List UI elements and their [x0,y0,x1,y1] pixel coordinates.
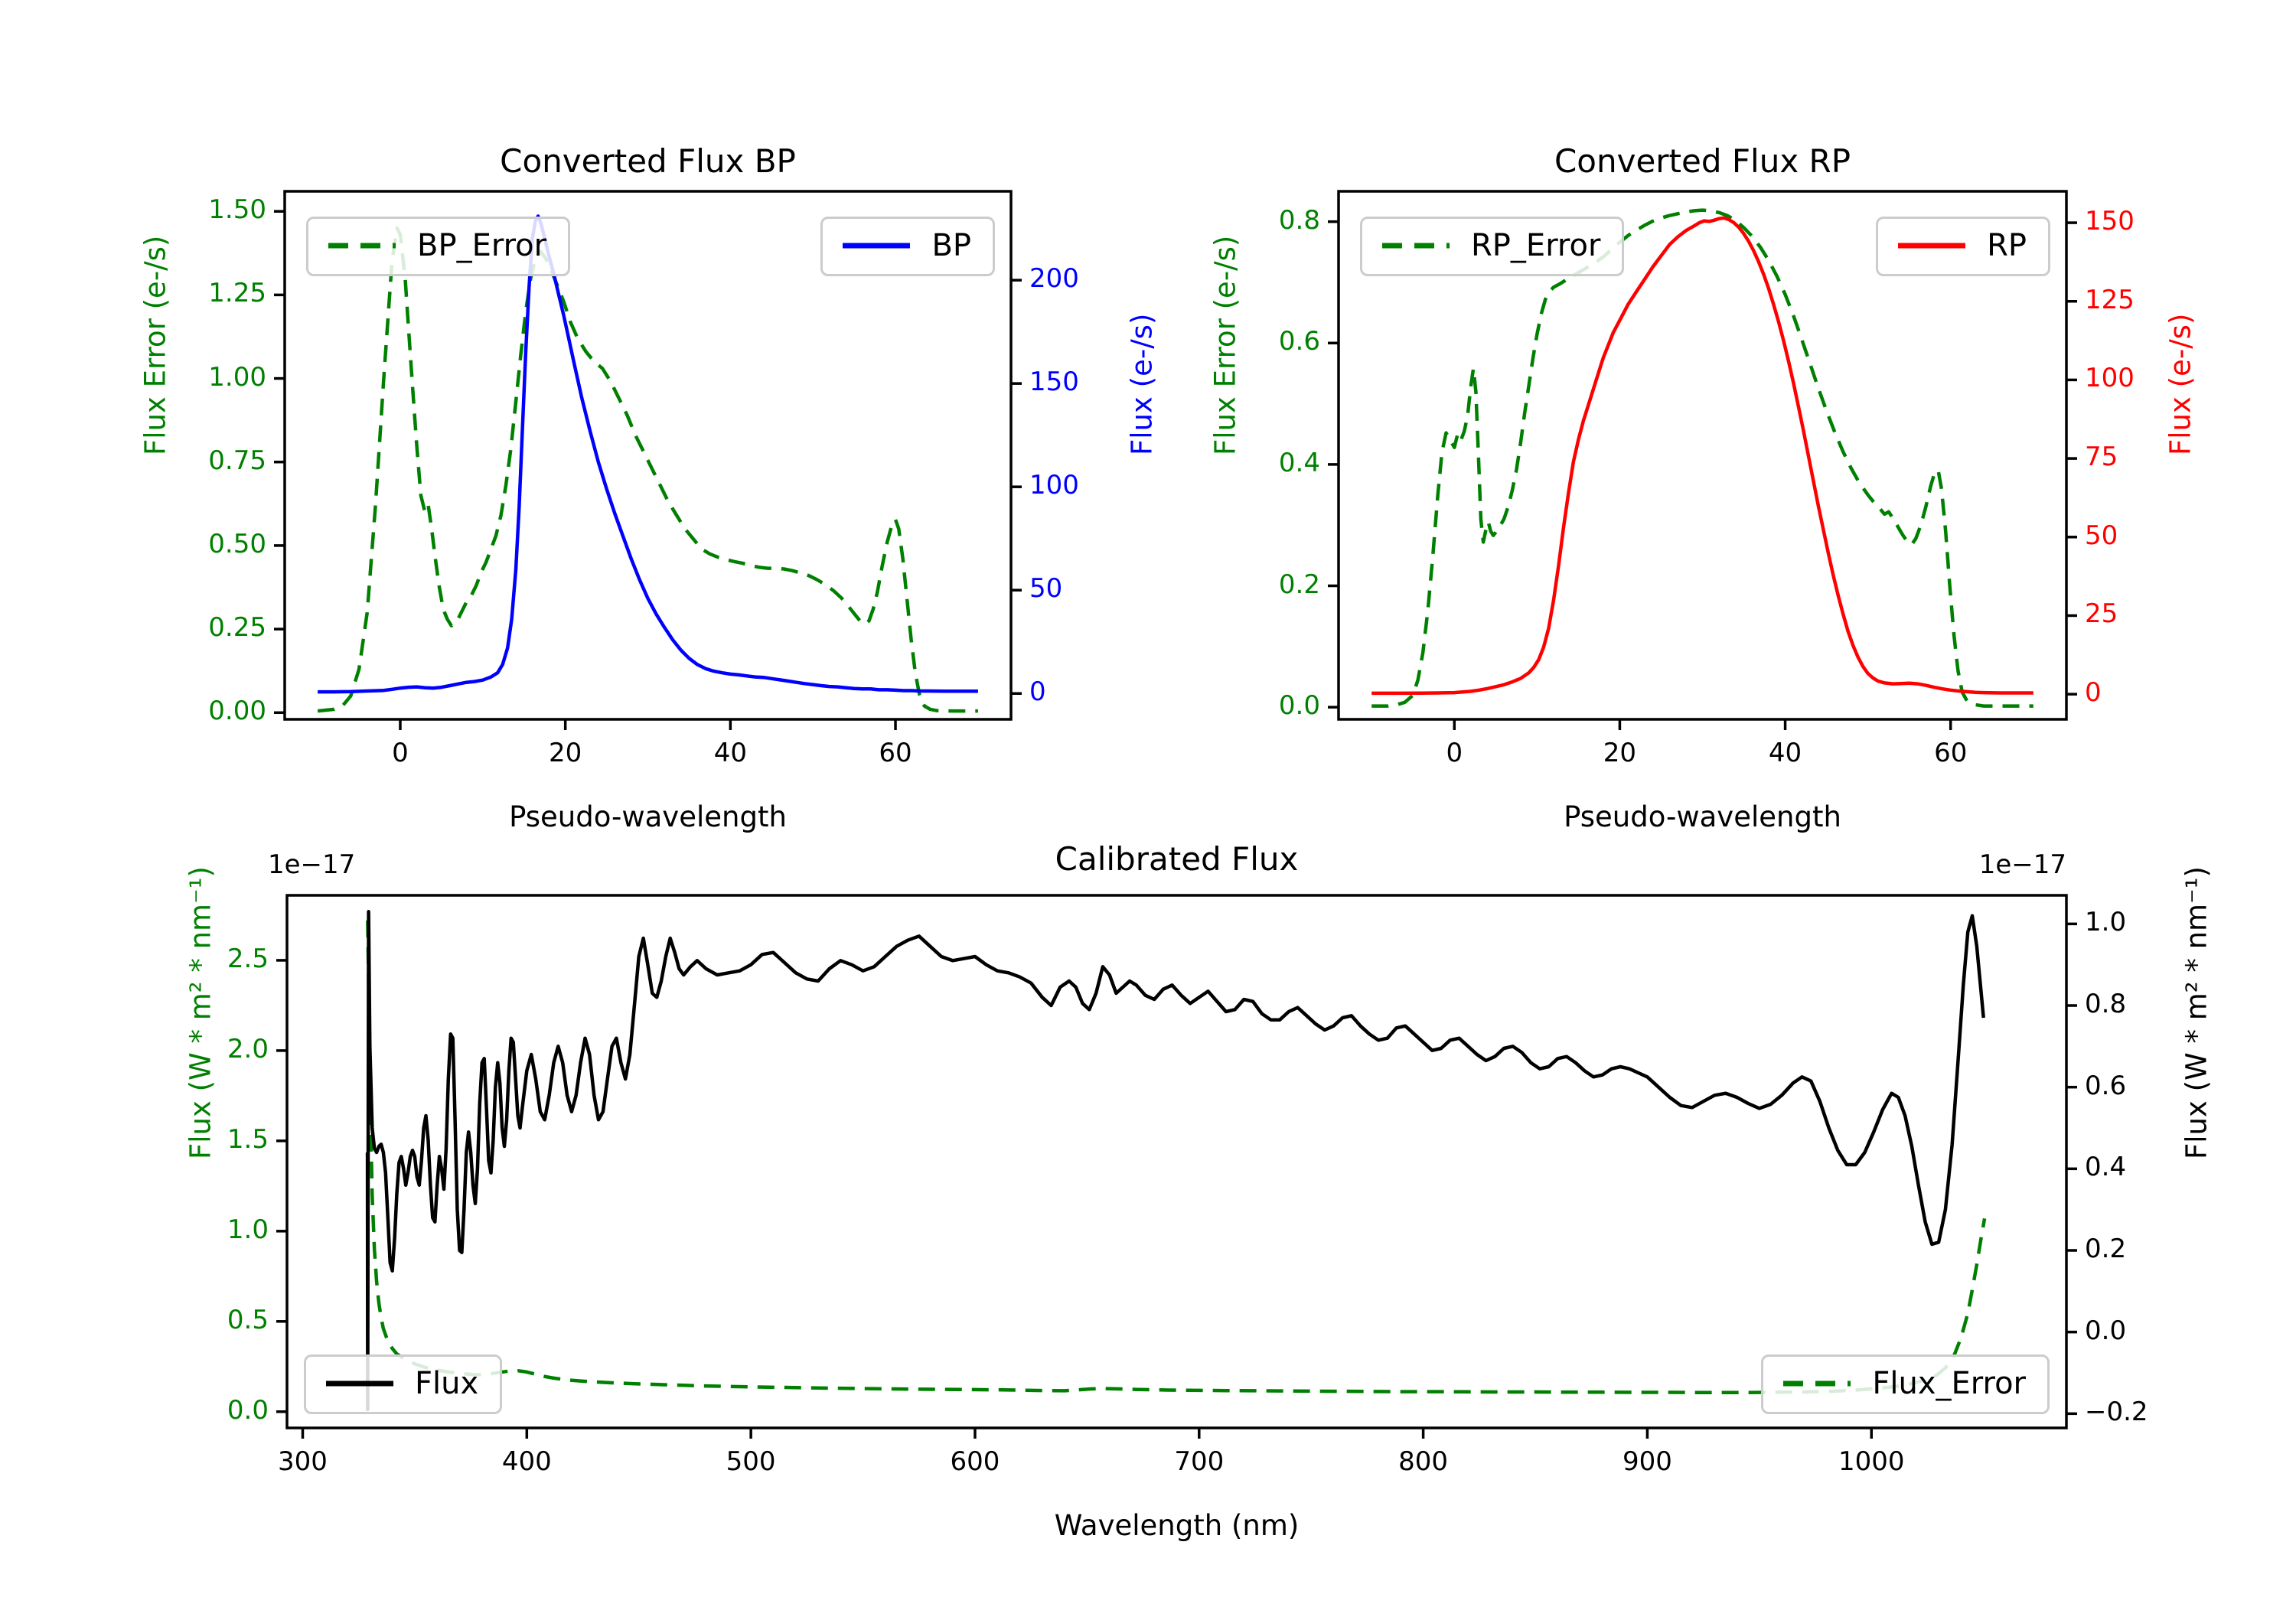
series-flux [365,910,1985,1412]
tick-label-x-calibrated: 700 [1174,1446,1225,1477]
tick-label-yright-bp: 150 [1029,367,1079,398]
tick-label-x-calibrated: 300 [278,1446,328,1477]
tick-label-yleft-rp: 0.4 [1278,447,1320,478]
subplot-title-rp: Converted Flux RP [1554,142,1851,180]
legend-bp: BP [820,217,995,276]
tick-label-yright-calibrated: 0.8 [2085,989,2127,1019]
tick-label-yleft-bp: 1.25 [208,278,266,309]
tick-label-yright-calibrated: 0.4 [2085,1152,2127,1183]
series-bp_error [317,226,978,713]
legend-bp-error: BP_Error [306,217,571,276]
tick-label-x-bp: 60 [879,738,912,768]
tick-label-x-calibrated: 600 [950,1446,1000,1477]
tick-label-x-rp: 20 [1603,738,1637,768]
legend-label: Flux [415,1366,479,1401]
tick-label-x-calibrated: 1000 [1838,1446,1905,1477]
legend-flux: Flux [304,1354,503,1414]
tick-label-x-calibrated: 800 [1398,1446,1449,1477]
tick-label-yright-rp: 75 [2085,442,2118,473]
tick-label-yright-calibrated: 0.6 [2085,1070,2127,1101]
tick-label-x-rp: 60 [1934,738,1968,768]
tick-label-yright-bp: 0 [1029,676,1046,708]
legend-label: RP_Error [1471,228,1601,263]
tick-label-yright-calibrated: 0.2 [2085,1234,2127,1264]
tick-label-yleft-calibrated: 2.0 [227,1033,269,1064]
tick-label-yright-calibrated: −0.2 [2085,1397,2148,1428]
tick-label-yright-rp: 0 [2085,677,2102,709]
legend-sample-solid-blue [843,243,911,249]
tick-label-yright-rp: 25 [2085,598,2118,630]
tick-label-x-calibrated: 400 [501,1446,552,1477]
axes-spines-calibrated [285,894,2068,1429]
axes-spines-rp [1337,190,2068,721]
tick-label-yright-bp: 50 [1029,573,1063,605]
tick-label-yleft-rp: 0.6 [1278,326,1320,357]
tick-label-yleft-calibrated: 0.0 [227,1394,269,1426]
series-rp_error [1371,208,2033,708]
tick-label-yleft-bp: 0.75 [208,445,266,476]
tick-label-yright-bp: 200 [1029,263,1079,295]
subplot-title-calibrated: Calibrated Flux [1055,840,1299,878]
legend-label: BP_Error [417,228,547,263]
legend-sample-solid-red [1898,243,1966,249]
legend-sample-dashed-green [1783,1380,1851,1387]
tick-label-yright-rp: 150 [2085,206,2135,237]
tick-label-x-calibrated: 500 [726,1446,776,1477]
series-bp [318,214,978,694]
legend-sample-dashed-green [1382,243,1450,249]
legend-label: RP [1987,228,2027,263]
series-rp [1371,216,2033,696]
axes-spines-bp [283,190,1013,721]
tick-label-yleft-rp: 0.0 [1278,690,1320,722]
tick-label-yleft-rp: 0.2 [1278,569,1320,600]
tick-label-yleft-calibrated: 0.5 [227,1304,269,1335]
tick-label-yleft-calibrated: 1.5 [227,1123,269,1155]
tick-label-yleft-bp: 0.50 [208,528,266,559]
tick-label-x-rp: 40 [1768,738,1802,768]
tick-label-x-bp: 40 [713,738,747,768]
legend-label: Flux_Error [1872,1366,2026,1401]
offset-text-right: 1e−17 [1978,849,2066,880]
tick-label-yright-rp: 50 [2085,520,2118,551]
tick-label-x-rp: 0 [1446,738,1463,768]
tick-label-yleft-bp: 0.25 [208,612,266,644]
xaxis-label-bp: Pseudo-wavelength [509,800,787,833]
tick-label-yright-calibrated: 0.0 [2085,1315,2127,1346]
tick-label-x-calibrated: 900 [1622,1446,1672,1477]
xaxis-label-calibrated: Wavelength (nm) [1054,1509,1300,1542]
legend-flux-error: Flux_Error [1761,1354,2050,1414]
tick-label-x-bp: 20 [549,738,582,768]
tick-label-yleft-bp: 1.00 [208,361,266,393]
tick-label-yright-bp: 100 [1029,470,1079,501]
subplot-title-bp: Converted Flux BP [500,142,796,180]
legend-sample-solid-black [326,1380,393,1387]
legend-label: BP [931,228,971,263]
tick-label-yright-calibrated: 1.0 [2085,907,2127,938]
tick-label-yright-rp: 100 [2085,363,2135,394]
offset-text-left: 1e−17 [268,849,356,880]
legend-rp-error: RP_Error [1360,217,1625,276]
tick-label-yright-rp: 125 [2085,284,2135,315]
tick-label-x-bp: 0 [392,738,409,768]
legend-sample-dashed-green [328,243,396,249]
tick-label-yleft-calibrated: 1.0 [227,1214,269,1245]
legend-rp: RP [1876,217,2050,276]
tick-label-yleft-rp: 0.8 [1278,204,1320,236]
xaxis-label-rp: Pseudo-wavelength [1564,800,1841,833]
tick-label-yleft-bp: 0.00 [208,696,266,727]
tick-label-yleft-bp: 1.50 [208,194,266,226]
tick-label-yleft-calibrated: 2.5 [227,943,269,974]
